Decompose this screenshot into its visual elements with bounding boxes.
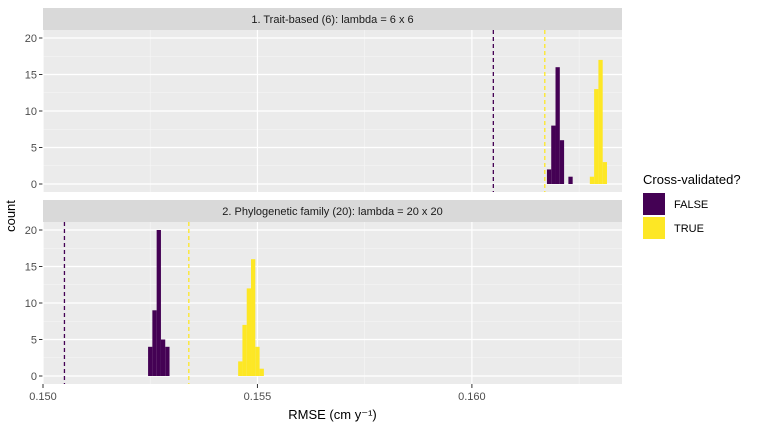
tick-label-y: 10 xyxy=(25,298,37,310)
histogram-bar-false xyxy=(152,310,157,376)
tick-label-y: 20 xyxy=(25,225,37,237)
legend-swatch-false xyxy=(643,193,665,215)
tick-label-y: 5 xyxy=(31,143,37,155)
histogram-bar-false xyxy=(551,125,556,184)
tick-label-y: 0 xyxy=(31,179,37,191)
tick-label-y: 20 xyxy=(25,33,37,45)
histogram-bar-true xyxy=(594,89,599,184)
histogram-bar-true xyxy=(602,162,607,184)
tick-label-y: 0 xyxy=(31,371,37,383)
histogram-bar-true xyxy=(598,59,603,184)
facet-strip xyxy=(43,200,622,222)
legend-swatch-true xyxy=(643,217,665,239)
histogram-bar-false xyxy=(160,339,166,376)
tick-label-x: 0.150 xyxy=(29,391,57,403)
tick-label-y: 15 xyxy=(25,262,37,274)
histogram-bar-true xyxy=(251,259,256,376)
histogram-bar-false xyxy=(148,346,153,376)
x-axis-title: RMSE (cm y⁻¹) xyxy=(288,407,376,422)
facet-strip-label: 1. Trait-based (6): lambda = 6 x 6 xyxy=(251,14,413,26)
legend-label-true: TRUE xyxy=(674,223,704,235)
histogram-bar-true xyxy=(242,324,247,376)
histogram-bar-false xyxy=(555,67,560,184)
histogram-bar-true xyxy=(238,361,243,376)
y-axis-title: count xyxy=(3,200,18,232)
legend-label-false: FALSE xyxy=(674,199,708,211)
histogram-bar-true xyxy=(255,346,260,376)
tick-label-y: 15 xyxy=(25,70,37,82)
histogram-bar-false xyxy=(156,230,161,376)
tick-label-x: 0.160 xyxy=(458,391,486,403)
histogram-bar-false xyxy=(165,346,170,376)
histogram-bar-true xyxy=(246,288,252,376)
tick-label-x: 0.155 xyxy=(244,391,272,403)
facet-strip-label: 2. Phylogenetic family (20): lambda = 20… xyxy=(222,206,442,218)
facet-strip xyxy=(43,8,622,30)
histogram-bar-true xyxy=(589,176,595,184)
tick-label-y: 10 xyxy=(25,106,37,118)
histogram-bar-true xyxy=(259,368,264,376)
legend-title: Cross-validated? xyxy=(643,172,741,187)
tick-label-y: 5 xyxy=(31,335,37,347)
histogram-bar-false xyxy=(546,169,552,184)
histogram-bar-false xyxy=(568,176,573,184)
histogram-bar-false xyxy=(559,140,565,184)
